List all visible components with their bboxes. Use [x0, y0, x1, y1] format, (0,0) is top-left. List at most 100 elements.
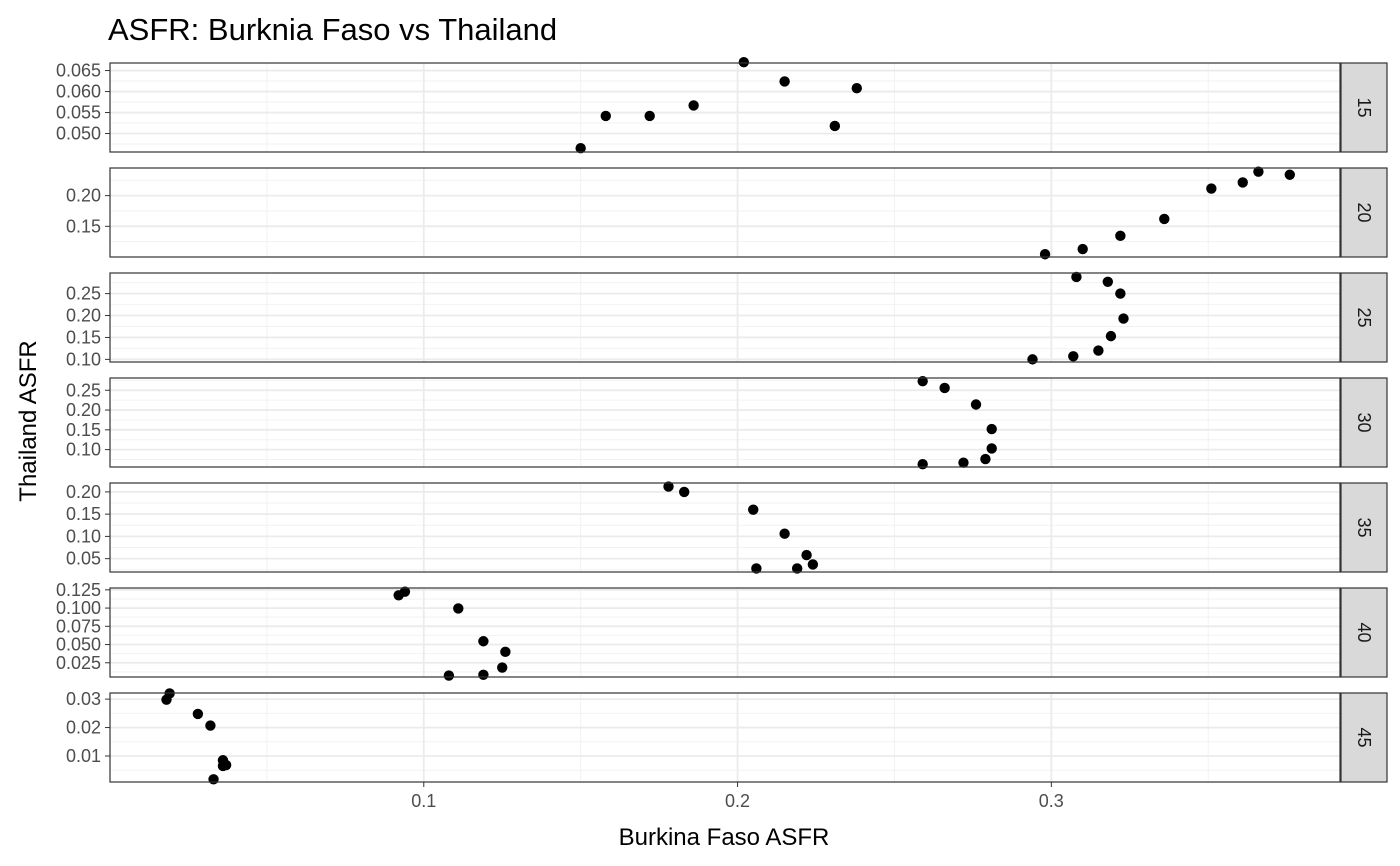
facet-strip-label: 45: [1354, 727, 1374, 747]
data-point: [205, 720, 216, 731]
x-tick-label: 0.2: [725, 791, 750, 811]
data-point: [1118, 313, 1129, 324]
data-point: [738, 56, 750, 68]
panel-border-40: [109, 587, 1341, 678]
data-point: [970, 399, 982, 410]
panel-border-20: [109, 167, 1341, 258]
data-point: [1206, 183, 1217, 194]
data-point: [1253, 166, 1264, 177]
data-point: [958, 457, 969, 468]
data-point: [575, 143, 586, 154]
y-tick-label: 0.20: [66, 306, 101, 326]
facet-strip-label: 30: [1354, 412, 1374, 432]
facet-strip-label: 20: [1354, 202, 1374, 222]
y-tick-label: 0.10: [66, 526, 101, 546]
y-tick-label: 0.050: [56, 124, 101, 144]
panel-background-45: [110, 693, 1340, 782]
panel-background-25: [110, 273, 1340, 362]
facet-strip-35: [1340, 482, 1388, 573]
data-point: [986, 443, 997, 454]
x-axis-title: Burkina Faso ASFR: [619, 824, 830, 851]
y-tick-label: 0.02: [66, 718, 101, 738]
panel-border-45: [109, 692, 1341, 783]
x-tick-label: 0.3: [1039, 791, 1064, 811]
data-point: [801, 549, 812, 561]
data-point: [688, 100, 699, 111]
data-point: [478, 636, 489, 647]
data-point: [748, 504, 759, 515]
data-point: [1284, 169, 1295, 180]
data-point: [1077, 243, 1088, 255]
y-tick-label: 0.15: [66, 216, 101, 236]
data-point: [1071, 271, 1082, 283]
y-tick-label: 0.15: [66, 504, 101, 524]
data-point: [807, 559, 819, 570]
data-point: [453, 603, 464, 614]
data-point: [917, 459, 928, 470]
y-tick-label: 0.25: [66, 380, 101, 400]
data-point: [829, 120, 841, 132]
data-point: [939, 382, 950, 394]
y-tick-label: 0.075: [56, 616, 101, 636]
facet-strip-30: [1340, 377, 1388, 468]
data-point: [497, 662, 508, 673]
panel-background-15: [110, 63, 1340, 152]
data-point: [1159, 213, 1170, 225]
y-tick-label: 0.10: [66, 440, 101, 460]
y-tick-label: 0.01: [66, 746, 101, 766]
y-tick-label: 0.10: [66, 349, 101, 369]
data-point: [980, 453, 991, 465]
y-tick-label: 0.15: [66, 327, 101, 347]
facet-strip-label: 15: [1354, 97, 1374, 117]
data-point: [779, 76, 790, 87]
data-point: [663, 481, 674, 492]
data-point: [1068, 351, 1079, 362]
data-point: [208, 774, 219, 785]
data-point: [1115, 288, 1126, 299]
y-tick-label: 0.20: [66, 186, 101, 206]
facet-panels: 0.0500.0550.0600.065150.150.20200.100.15…: [56, 56, 1388, 811]
panel-border-15: [109, 62, 1341, 153]
y-tick-label: 0.025: [56, 653, 101, 673]
data-point: [1237, 177, 1248, 188]
facet-strip-25: [1340, 272, 1388, 363]
data-point: [1039, 249, 1051, 260]
facet-strip-label: 25: [1354, 307, 1374, 327]
facet-strip-20: [1340, 167, 1388, 258]
data-point: [500, 646, 511, 658]
data-point: [1093, 345, 1104, 356]
data-point: [791, 563, 803, 574]
data-point: [478, 669, 489, 681]
y-tick-label: 0.060: [56, 82, 101, 102]
panel-background-30: [110, 378, 1340, 467]
facet-strip-label: 35: [1354, 517, 1374, 537]
facet-strip-40: [1340, 587, 1388, 678]
panel-border-25: [109, 272, 1341, 363]
y-tick-label: 0.20: [66, 400, 101, 420]
facet-strip-15: [1340, 62, 1388, 153]
chart-title: ASFR: Burknia Faso vs Thailand: [108, 12, 557, 47]
y-tick-label: 0.03: [66, 689, 101, 709]
data-point: [679, 486, 690, 498]
y-tick-label: 0.05: [66, 549, 101, 569]
y-tick-label: 0.15: [66, 420, 101, 440]
facet-strip-45: [1340, 692, 1388, 783]
y-tick-label: 0.055: [56, 103, 101, 123]
panel-background-20: [110, 168, 1340, 257]
data-point: [644, 110, 655, 122]
y-tick-label: 0.065: [56, 61, 101, 81]
panel-border-30: [109, 377, 1341, 468]
y-tick-label: 0.20: [66, 482, 101, 502]
data-point: [443, 670, 455, 681]
data-point: [851, 82, 862, 94]
panel-background-35: [110, 483, 1340, 572]
data-point: [220, 759, 232, 771]
panel-border-35: [109, 482, 1341, 573]
data-point: [1105, 330, 1117, 342]
facet-strip-label: 40: [1354, 622, 1374, 642]
x-tick-label: 0.1: [411, 791, 436, 811]
data-point: [1102, 276, 1114, 287]
data-point: [751, 563, 762, 574]
data-point: [986, 423, 997, 435]
y-tick-label: 0.25: [66, 284, 101, 304]
